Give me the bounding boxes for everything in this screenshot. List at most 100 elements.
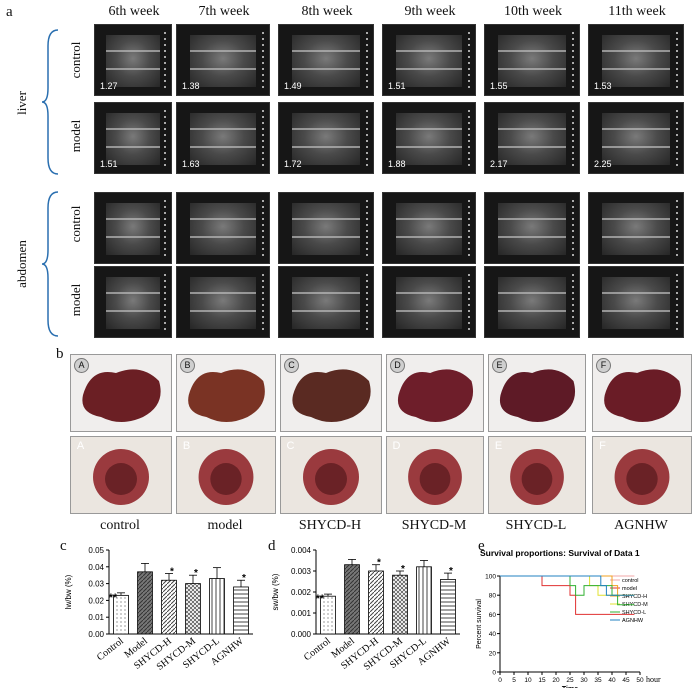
x-tick-label: Control <box>95 636 126 664</box>
group-label-shycd-h: SHYCD-H <box>298 518 362 533</box>
x-tick-label: Control <box>302 636 333 664</box>
ultrasound-abdomen-model-week-6 <box>94 266 172 338</box>
y-tick-label: 0.001 <box>291 609 312 618</box>
liver-thickness-value: 1.51 <box>100 159 118 169</box>
liver-thickness-value: 1.63 <box>182 159 200 169</box>
liver-thickness-value: 1.27 <box>100 81 118 91</box>
liver-thickness-value: 2.17 <box>490 159 508 169</box>
x-tick-label: 15 <box>538 677 546 684</box>
liver-thickness-value: 1.55 <box>490 81 508 91</box>
ultrasound-liver-control-week-7: 1.38 <box>176 24 270 96</box>
photo-letter: F <box>599 440 606 452</box>
bar-agnhw <box>440 579 456 635</box>
week-header-10: 10th week <box>504 4 562 19</box>
abdomen-label: abdomen <box>14 240 29 288</box>
series-line-shycd-l <box>500 575 635 606</box>
x-tick-label: 5 <box>512 677 516 684</box>
photo-letter: D <box>392 440 401 452</box>
ultrasound-liver-control-week-11: 1.53 <box>588 24 684 96</box>
ultrasound-liver-control-week-8: 1.49 <box>278 24 374 96</box>
legend-entry: SHYCD-H <box>622 594 647 600</box>
liver-control-label: control <box>68 41 83 79</box>
panel-label-b: b <box>56 346 64 362</box>
ultrasound-abdomen-control-week-10 <box>484 192 580 264</box>
y-tick-label: 0 <box>492 670 496 677</box>
liver-brace <box>41 29 59 175</box>
ultrasound-liver-control-week-10: 1.55 <box>484 24 580 96</box>
group-label-agnhw: AGNHW <box>614 518 668 533</box>
liver-thickness-value: 1.88 <box>388 159 406 169</box>
bar-agnhw <box>233 586 249 635</box>
y-tick-label: 0.00 <box>88 630 104 639</box>
y-tick-label: 0.003 <box>291 567 312 576</box>
y-tick-label: 0.000 <box>291 630 312 639</box>
y-tick-label: 0.02 <box>88 596 104 605</box>
ultrasound-abdomen-control-week-6 <box>94 192 172 264</box>
bar-shycd-l <box>416 566 432 635</box>
y-axis-label: Percent survival <box>476 599 483 649</box>
significance-mark: * <box>449 566 453 577</box>
photo-letter: D <box>390 358 405 373</box>
ultrasound-liver-model-week-10: 2.17 <box>484 102 580 174</box>
legend-entry: control <box>622 578 639 584</box>
photo-letter: B <box>182 440 191 452</box>
week-header-9: 9th week <box>404 4 456 19</box>
ultrasound-liver-control-week-9: 1.51 <box>382 24 476 96</box>
y-tick-label: 80 <box>489 593 497 600</box>
group-label-control: control <box>100 518 140 533</box>
significance-mark: * <box>194 568 198 579</box>
bar-model <box>137 571 153 635</box>
y-tick-label: 0.01 <box>88 613 104 622</box>
x-tick-label: 50 <box>636 677 644 684</box>
panel-label-c: c <box>60 538 67 554</box>
photo-letter: A <box>76 440 85 452</box>
week-header-6: 6th week <box>108 4 160 19</box>
significance-mark: ** <box>109 592 118 604</box>
significance-mark: ** <box>316 593 325 605</box>
liver-photo-E: E <box>488 354 586 432</box>
x-tick-label: 25 <box>566 677 574 684</box>
panel-label-e: e <box>478 538 485 554</box>
photo-letter: B <box>180 358 195 373</box>
bar-shycd-m <box>185 583 201 635</box>
ultrasound-abdomen-model-week-10 <box>484 266 580 338</box>
liver-photo-B: B <box>176 354 276 432</box>
y-tick-label: 0.05 <box>88 546 104 555</box>
y-tick-label: 0.04 <box>88 563 104 572</box>
photo-letter: C <box>284 358 299 373</box>
liver-photo-D: D <box>386 354 484 432</box>
y-tick-label: 0.002 <box>291 588 312 597</box>
chart-title: Survival proportions: Survival of Data 1 <box>480 548 640 558</box>
week-header-11: 11th week <box>608 4 666 19</box>
ultrasound-abdomen-model-week-9 <box>382 266 476 338</box>
ultrasound-abdomen-model-week-11 <box>588 266 684 338</box>
week-header-7: 7th week <box>198 4 250 19</box>
liver-photo-C: C <box>280 354 382 432</box>
photo-letter: E <box>494 440 503 452</box>
bar-shycd-h <box>368 570 384 635</box>
x-tick-label: 0 <box>498 677 502 684</box>
significance-mark: * <box>401 564 405 575</box>
x-tick-label: 10 <box>524 677 532 684</box>
ultrasound-abdomen-control-week-9 <box>382 192 476 264</box>
ultrasound-liver-model-week-11: 2.25 <box>588 102 684 174</box>
x-tick-label: 40 <box>608 677 616 684</box>
x-axis-label: Time <box>562 686 578 688</box>
bar-control <box>320 595 336 635</box>
series-line-agnhw <box>500 575 635 596</box>
liver-thickness-value: 1.72 <box>284 159 302 169</box>
legend-entry: model <box>622 586 637 592</box>
significance-mark: * <box>377 558 381 569</box>
bar-shycd-m <box>392 574 408 635</box>
liver-model-label: model <box>68 119 83 153</box>
y-tick-label: 0.004 <box>291 546 312 555</box>
bar-shycd-h <box>161 579 177 635</box>
photo-letter: E <box>492 358 507 373</box>
y-axis-label: sw/bw (%) <box>271 573 280 610</box>
abdominal-photo-C: C <box>280 436 382 514</box>
ultrasound-abdomen-control-week-8 <box>278 192 374 264</box>
y-axis-label: lw/bw (%) <box>64 574 73 609</box>
x-tick-label: 35 <box>594 677 602 684</box>
group-label-shycd-m: SHYCD-M <box>401 518 467 533</box>
